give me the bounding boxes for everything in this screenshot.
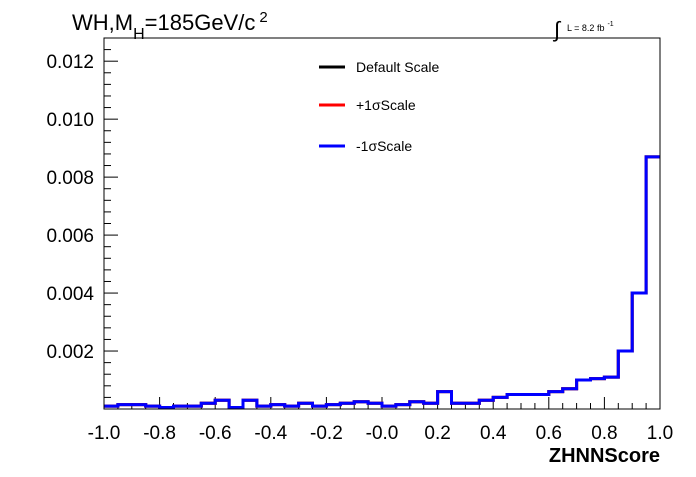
x-tick-label: -1.0 (88, 423, 121, 444)
legend: Default Scale +1σScale -1σScale (319, 59, 439, 154)
x-tick-label: -0.2 (310, 423, 343, 444)
x-tick-label: -0.8 (143, 423, 176, 444)
series-layer (104, 155, 660, 410)
x-tick-label: 1.0 (647, 423, 673, 444)
series-line-2 (104, 155, 660, 410)
legend-label: Default Scale (356, 59, 439, 75)
y-tick-label: 0.010 (46, 110, 94, 131)
legend-label: +1σScale (356, 97, 416, 113)
legend-label: -1σScale (356, 138, 412, 154)
x-tick-label: 0.4 (480, 423, 507, 444)
y-tick-label: 0.008 (46, 168, 94, 189)
x-tick-label: 0.8 (591, 423, 617, 444)
lumi-integral: ∫ (552, 17, 562, 42)
y-tick-label: 0.004 (46, 284, 94, 305)
y-tick-label: 0.002 (46, 342, 94, 363)
x-tick-label: 0.6 (536, 423, 562, 444)
chart-title: WH,MH=185GeV/c 2 (72, 9, 268, 43)
x-tick-label: -0.6 (199, 423, 232, 444)
plot-frame (103, 37, 661, 410)
series-line-1 (104, 155, 660, 410)
x-tick-label: -0.0 (366, 423, 399, 444)
y-tick-label: 0.006 (46, 226, 94, 247)
lumi-label: L = 8.2 fb -1 (567, 21, 614, 33)
x-tick-label: 0.2 (424, 423, 450, 444)
y-tick-label: 0.012 (46, 52, 94, 73)
x-tick-label: -0.4 (254, 423, 287, 444)
x-axis-title: ZHNNScore (549, 445, 660, 467)
series-line-0 (104, 155, 660, 410)
